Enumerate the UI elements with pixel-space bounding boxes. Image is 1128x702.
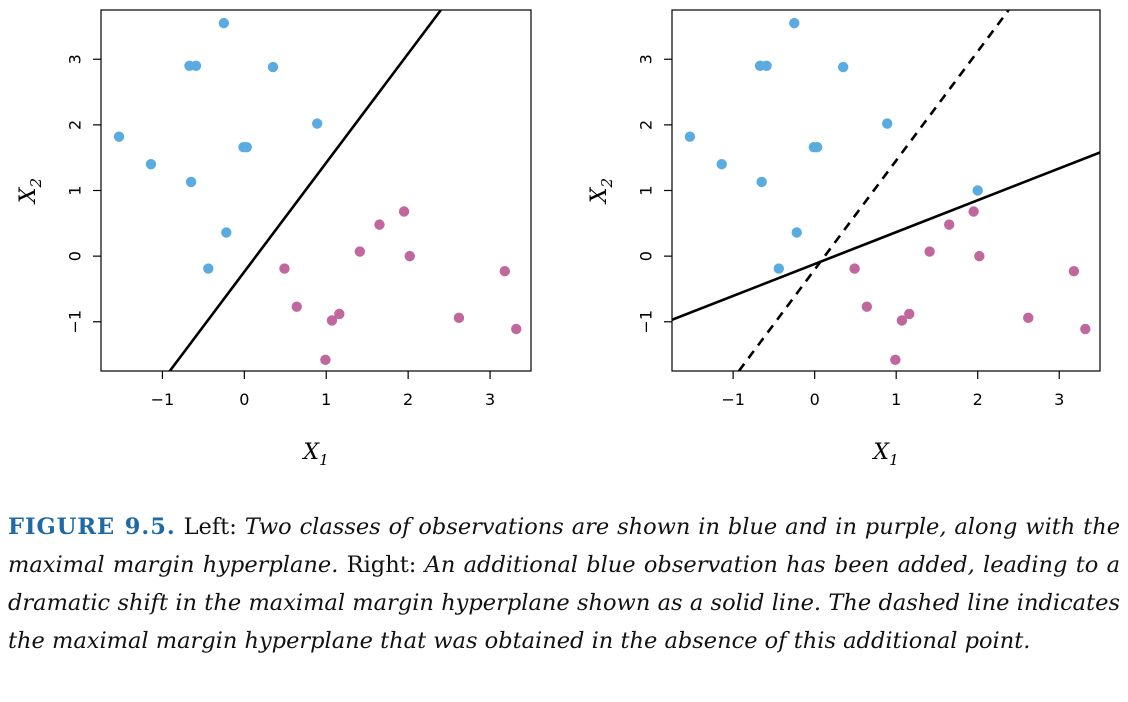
x-tick-label: 2 bbox=[403, 390, 413, 409]
purple-observation-point bbox=[1080, 323, 1091, 335]
y-tick-label: 1 bbox=[66, 185, 85, 195]
y-tick-label: 2 bbox=[637, 120, 656, 130]
x-tick-label: 2 bbox=[973, 390, 983, 409]
blue-observation-point bbox=[190, 60, 202, 71]
blue-observation-point bbox=[684, 131, 696, 142]
purple-observation-point bbox=[968, 206, 979, 217]
blue-observation-point bbox=[267, 61, 279, 73]
y-tick-label: 3 bbox=[637, 54, 656, 64]
data-layer bbox=[113, 10, 522, 371]
purple-observation-point bbox=[404, 250, 415, 262]
x-tick-label: −1 bbox=[151, 390, 175, 409]
solid-hyperplane-line bbox=[168, 10, 442, 371]
y-axis-label: X2 bbox=[16, 178, 45, 205]
blue-observation-point bbox=[791, 227, 802, 238]
purple-observation-point bbox=[511, 323, 522, 335]
purple-observation-point bbox=[943, 219, 955, 230]
purple-observation-point bbox=[1068, 266, 1080, 277]
y-tick-label: 2 bbox=[66, 120, 85, 130]
blue-observation-point bbox=[113, 131, 125, 142]
blue-observation-point bbox=[221, 227, 232, 238]
purple-observation-point bbox=[890, 354, 901, 366]
purple-observation-point bbox=[1023, 312, 1034, 324]
caption-left-text: Two classes of observations are shown in… bbox=[8, 514, 1121, 578]
y-axis-label: X2 bbox=[587, 178, 616, 205]
purple-observation-point bbox=[334, 308, 345, 320]
purple-observation-point bbox=[924, 246, 935, 257]
plot-frame bbox=[671, 9, 1101, 372]
y-tick-label: 0 bbox=[637, 251, 656, 261]
x-tick-label: 3 bbox=[1054, 390, 1064, 409]
purple-observation-point bbox=[374, 219, 385, 230]
purple-observation-point bbox=[896, 315, 908, 326]
purple-observation-point bbox=[499, 266, 510, 277]
y-tick-label: 1 bbox=[637, 185, 656, 195]
x-axis-label: X1 bbox=[871, 440, 898, 469]
blue-observation-point bbox=[756, 176, 767, 188]
data-layer bbox=[672, 10, 1100, 371]
x-tick-label: 1 bbox=[321, 390, 331, 409]
purple-observation-point bbox=[354, 246, 366, 257]
y-tick-label: −1 bbox=[66, 310, 85, 334]
blue-observation-point bbox=[203, 263, 214, 274]
caption-right-text: An additional blue observation has been … bbox=[8, 552, 1120, 654]
figure-label: FIGURE 9.5. bbox=[8, 514, 176, 540]
x-tick-label: 1 bbox=[891, 390, 901, 409]
blue-observation-point bbox=[761, 60, 772, 71]
purple-observation-point bbox=[861, 301, 873, 312]
x-tick-label: −1 bbox=[721, 390, 745, 409]
purple-observation-point bbox=[320, 354, 331, 366]
blue-observation-point bbox=[716, 159, 727, 170]
blue-observation-point bbox=[811, 141, 823, 153]
y-tick-label: 0 bbox=[66, 251, 85, 261]
x-tick-label: 3 bbox=[485, 390, 495, 409]
caption-left-heading: Left: bbox=[183, 514, 237, 540]
figure-caption: FIGURE 9.5. Left: Two classes of observa… bbox=[8, 508, 1120, 660]
x-tick-label: 0 bbox=[239, 390, 249, 409]
y-tick-label: −1 bbox=[637, 310, 656, 334]
blue-observation-point bbox=[882, 118, 893, 129]
solid-hyperplane-line bbox=[672, 151, 1100, 322]
plot-frame bbox=[100, 9, 532, 372]
purple-observation-point bbox=[849, 263, 860, 274]
purple-observation-point bbox=[398, 206, 410, 217]
x-tick-label: 0 bbox=[810, 390, 820, 409]
purple-observation-point bbox=[291, 301, 302, 312]
purple-observation-point bbox=[279, 263, 290, 274]
panel-left: −1 0 1 2 3 −1 0 1 2 3 X1 X2 bbox=[16, 9, 532, 469]
caption-right-heading: Right: bbox=[346, 552, 417, 578]
panel-right: −1 0 1 2 3 −1 0 1 2 3 X1 X2 bbox=[587, 9, 1101, 469]
y-tick-label: 3 bbox=[66, 54, 85, 64]
purple-observation-point bbox=[974, 250, 985, 262]
blue-observation-point bbox=[218, 17, 230, 29]
blue-observation-point bbox=[773, 263, 784, 274]
x-axis-label: X1 bbox=[301, 440, 328, 469]
blue-observation-point bbox=[789, 17, 800, 29]
purple-observation-point bbox=[453, 312, 465, 324]
blue-observation-point bbox=[145, 159, 157, 170]
purple-observation-point bbox=[904, 308, 915, 320]
figure-plots: −1 0 1 2 3 −1 0 1 2 3 X1 X2 −1 0 1 2 3 −1 0 1 2 3 X1 X2 bbox=[16, 9, 1101, 469]
dashed-hyperplane-line bbox=[737, 10, 1010, 371]
blue-observation-point bbox=[838, 61, 849, 73]
blue-observation-point bbox=[185, 176, 197, 188]
blue-observation-point bbox=[241, 141, 252, 153]
blue-observation-point bbox=[312, 118, 323, 129]
blue-observation-point bbox=[972, 185, 983, 196]
purple-observation-point bbox=[326, 315, 338, 326]
